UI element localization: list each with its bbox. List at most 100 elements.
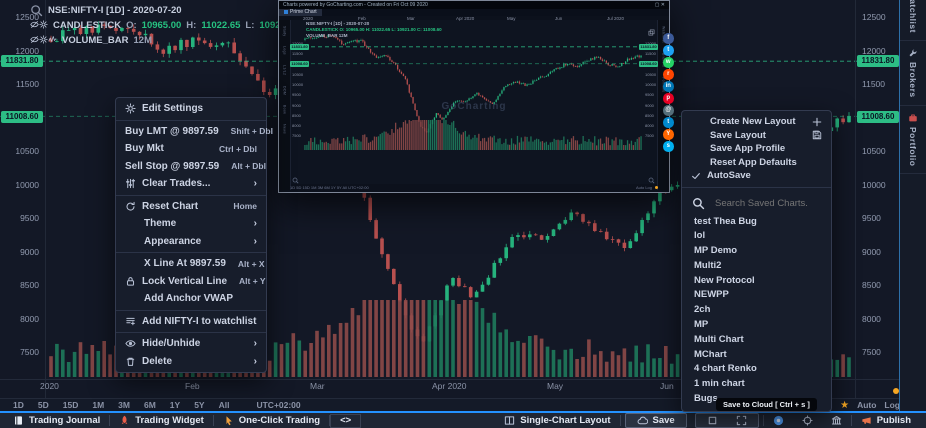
saved-charts-search-input[interactable] <box>713 196 827 210</box>
share-hacker-news-icon[interactable]: Y <box>663 129 674 140</box>
menu-item-theme[interactable]: Theme › <box>144 218 257 230</box>
snapshot-chart <box>290 20 658 184</box>
camera-button[interactable] <box>764 413 793 428</box>
timeframe-3m[interactable]: 3M <box>118 400 130 410</box>
auto-toggle[interactable]: Auto <box>857 400 877 410</box>
gear-icon <box>39 19 48 29</box>
favorite-star-icon[interactable]: ★ <box>840 399 850 411</box>
saved-chart-item[interactable]: New Protocol <box>694 274 755 286</box>
price-label: 9500 <box>20 213 39 224</box>
price-label: 12500 <box>862 11 886 22</box>
symbol-title: NSE:NIFTY-I [1D] - 2020-07-20 <box>48 5 182 16</box>
menu-item-appearance[interactable]: Appearance › <box>144 235 257 247</box>
time-label: Feb <box>185 381 200 391</box>
chevron-right-icon: › <box>253 235 257 247</box>
share-facebook-icon[interactable]: f <box>663 33 674 44</box>
code-button[interactable]: <> <box>330 413 362 428</box>
sliders-icon <box>125 178 136 189</box>
time-label: May <box>547 381 564 391</box>
menu-item-delete[interactable]: Delete › <box>116 353 266 371</box>
share-twitter-icon[interactable]: t <box>663 45 674 56</box>
tab-prime-chart[interactable]: Prime Chart <box>279 9 322 16</box>
menu-item-save-layout[interactable]: Save Layout <box>682 129 831 143</box>
saved-chart-item[interactable]: test Thea Bug <box>694 215 757 227</box>
saved-chart-item[interactable]: Bugs <box>694 393 718 405</box>
timeframe-1y[interactable]: 1Y <box>169 400 181 410</box>
saved-chart-item[interactable]: MChart <box>694 348 727 360</box>
snapshot-title: Charts powered by GoCharting.com - Creat… <box>283 2 428 8</box>
trading-widget-button[interactable]: Trading Widget <box>110 413 213 428</box>
saved-chart-item[interactable]: Multi2 <box>694 259 722 271</box>
snapshot-price-label: 9000 <box>292 102 301 108</box>
saved-chart-item[interactable]: MP Demo <box>694 245 738 257</box>
menu-item-create-new-layout[interactable]: Create New Layout <box>682 115 831 129</box>
chart-snapshot-window: Charts powered by GoCharting.com - Creat… <box>278 0 670 193</box>
saved-chart-item[interactable]: Multi Chart <box>694 333 744 345</box>
saved-chart-item[interactable]: 4 chart Renko <box>694 363 757 375</box>
search-icon <box>692 197 705 210</box>
share-linkedin-icon[interactable]: in <box>663 81 674 92</box>
share-skype-icon[interactable]: s <box>663 141 674 152</box>
share-reddit-icon[interactable]: r <box>663 69 674 80</box>
timeframe-6m[interactable]: 6M <box>143 400 156 410</box>
refresh-button[interactable] <box>793 413 822 428</box>
saved-chart-item[interactable]: lol <box>694 230 706 242</box>
single-chart-layout-button[interactable]: Single-Chart Layout <box>495 413 619 428</box>
menu-item-buy-mkt[interactable]: Buy Mkt Ctrl + Dbl <box>125 143 257 155</box>
menu-item-buy-lmt-9897-59[interactable]: Buy LMT @ 9897.59 Shift + Dbl <box>125 125 273 137</box>
trading-journal-button[interactable]: Trading Journal <box>4 413 109 428</box>
target-icon <box>802 415 813 426</box>
log-toggle[interactable]: Log <box>884 400 900 410</box>
timeframe-5y[interactable]: 5Y <box>194 400 205 410</box>
share-email-icon[interactable]: @ <box>663 105 674 116</box>
lock-icon <box>125 276 136 287</box>
camera-icon <box>773 415 784 426</box>
one-click-trading-button[interactable]: One-Click Trading <box>214 413 329 428</box>
menu-item-reset-app-defaults[interactable]: Reset App Defaults <box>710 156 797 168</box>
menu-item-clear-trades[interactable]: Clear Trades... › <box>116 175 266 193</box>
saved-chart-item[interactable]: 1 min chart <box>694 378 745 390</box>
menu-item-reset-chart[interactable]: Reset Chart Home <box>116 198 266 216</box>
timeframe-all[interactable]: All <box>218 400 230 410</box>
menu-item-lock-vertical-line[interactable]: Lock Vertical Line Alt + Y <box>116 273 266 291</box>
menu-item-autosave[interactable]: AutoSave <box>682 169 831 183</box>
expand-button[interactable] <box>727 413 756 428</box>
save-button[interactable]: Save <box>628 413 684 428</box>
saved-chart-item[interactable]: NEWPP <box>694 289 729 301</box>
snapshot-price-label: 8000 <box>645 123 654 129</box>
price-label: 7500 <box>862 347 881 358</box>
timeframe-1d[interactable]: 1D <box>13 400 24 410</box>
sidebar-tab-watchlist[interactable]: Watchlist <box>900 0 926 41</box>
square-tool-button[interactable] <box>698 413 727 428</box>
magnifier-icon <box>292 171 299 189</box>
sidebar-tab-brokers[interactable]: Brokers <box>900 41 926 106</box>
saved-chart-item[interactable]: MP <box>694 319 709 331</box>
price-axis-left: 12500 12000 11500 10500 10000 9500 9000 8500 800… <box>0 0 45 398</box>
publish-button[interactable]: Publish <box>852 413 920 428</box>
snapshot-price-badge: 11831.80 <box>290 43 309 50</box>
bank-button[interactable] <box>822 413 851 428</box>
copy-icon[interactable] <box>648 23 655 41</box>
timezone-label[interactable]: UTC+02:00 <box>256 400 301 410</box>
toolbar-separator <box>212 415 214 426</box>
saved-chart-item[interactable]: 2ch <box>694 304 711 316</box>
timeframe-5d[interactable]: 5D <box>37 400 49 410</box>
window-buttons[interactable]: ▢ ✕ <box>654 2 665 8</box>
saved-charts-search[interactable] <box>682 192 831 215</box>
menu-item-x-line-at-9897-59[interactable]: X Line At 9897.59 Alt + X <box>144 258 265 270</box>
share-telegram-icon[interactable]: t <box>663 117 674 128</box>
menu-item-add-nifty-i-to-watchlist[interactable]: Add NIFTY-I to watchlist <box>116 313 266 331</box>
share-whatsapp-icon[interactable]: w <box>663 57 674 68</box>
menu-item-edit-settings[interactable]: Edit Settings <box>116 100 266 118</box>
sidebar-tab-portfolio[interactable]: Portfolio <box>900 106 926 175</box>
menu-item-sell-stop-9897-59[interactable]: Sell Stop @ 9897.59 Alt + Dbl <box>125 160 266 172</box>
floppy-icon <box>812 130 822 140</box>
menu-item-add-anchor-vwap[interactable]: Add Anchor VWAP <box>144 293 234 305</box>
snapshot-price-label: 7500 <box>645 133 654 139</box>
menu-item-hide-unhide[interactable]: Hide/Unhide › <box>116 335 266 353</box>
timeframe-1m[interactable]: 1M <box>92 400 105 410</box>
share-pinterest-icon[interactable]: p <box>663 93 674 104</box>
menu-item-save-app-profile[interactable]: Save App Profile <box>710 143 786 155</box>
timeframe-15d[interactable]: 15D <box>62 400 79 410</box>
snapshot-price-label: 8000 <box>292 123 301 129</box>
